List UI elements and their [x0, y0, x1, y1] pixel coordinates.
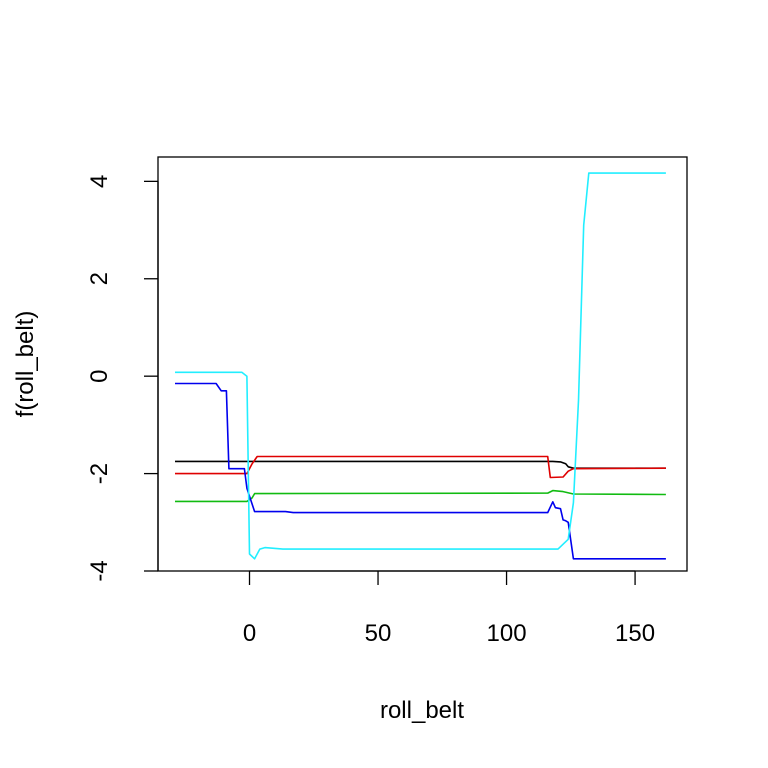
- y-tick-label: -2: [86, 463, 113, 484]
- series-line-2: [175, 455, 666, 479]
- y-axis-title: f(roll_belt): [12, 311, 39, 418]
- x-tick-label: 150: [615, 620, 655, 647]
- x-tick-label: 100: [487, 620, 527, 647]
- series-line-4: [175, 382, 666, 560]
- y-tick-label: 2: [86, 272, 113, 285]
- series-line-5: [175, 172, 666, 560]
- y-tick-label: 0: [86, 369, 113, 382]
- y-axis: -4 -2 0 2 4: [86, 175, 159, 582]
- x-tick-label: 0: [243, 620, 256, 647]
- x-tick-label: 50: [365, 620, 392, 647]
- plot-border: [157, 156, 688, 572]
- x-axis-title: roll_belt: [380, 697, 464, 724]
- series-group: [175, 172, 666, 560]
- y-tick-label: 4: [86, 175, 113, 188]
- x-axis: 0 50 100 150: [243, 570, 655, 647]
- series-line-1: [175, 460, 666, 469]
- y-tick-label: -4: [86, 560, 113, 581]
